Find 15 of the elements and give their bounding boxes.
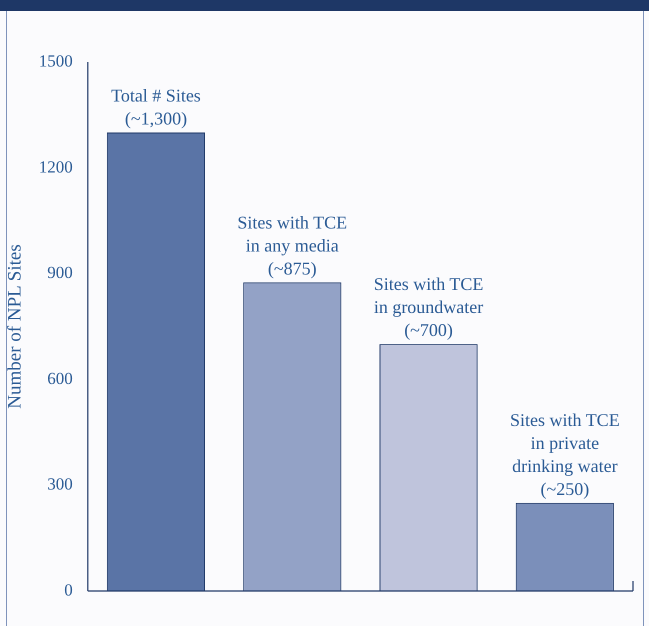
data-label: (~700) bbox=[404, 320, 453, 340]
x-tick-label: Total # Sites bbox=[111, 86, 201, 106]
x-tick-label: Sites with TCE in any media bbox=[237, 212, 348, 256]
x-tick-label: Sites with TCE in groundwater bbox=[374, 274, 484, 318]
data-label: (~250) bbox=[540, 478, 590, 499]
y-tick-label: 900 bbox=[47, 263, 73, 282]
y-tick-label: 1200 bbox=[38, 157, 73, 176]
y-tick-label: 300 bbox=[47, 474, 73, 494]
x-tick-label: Sites with TCE in private drinking water bbox=[510, 410, 620, 476]
y-tick-label: 1500 bbox=[38, 51, 73, 70]
data-label: (~875) bbox=[268, 258, 317, 278]
y-tick-label: 0 bbox=[64, 580, 73, 600]
y-axis-title: Number of NPL Sites bbox=[4, 244, 26, 409]
y-tick-label: 600 bbox=[47, 368, 73, 388]
data-label: (~1,300) bbox=[124, 108, 188, 129]
